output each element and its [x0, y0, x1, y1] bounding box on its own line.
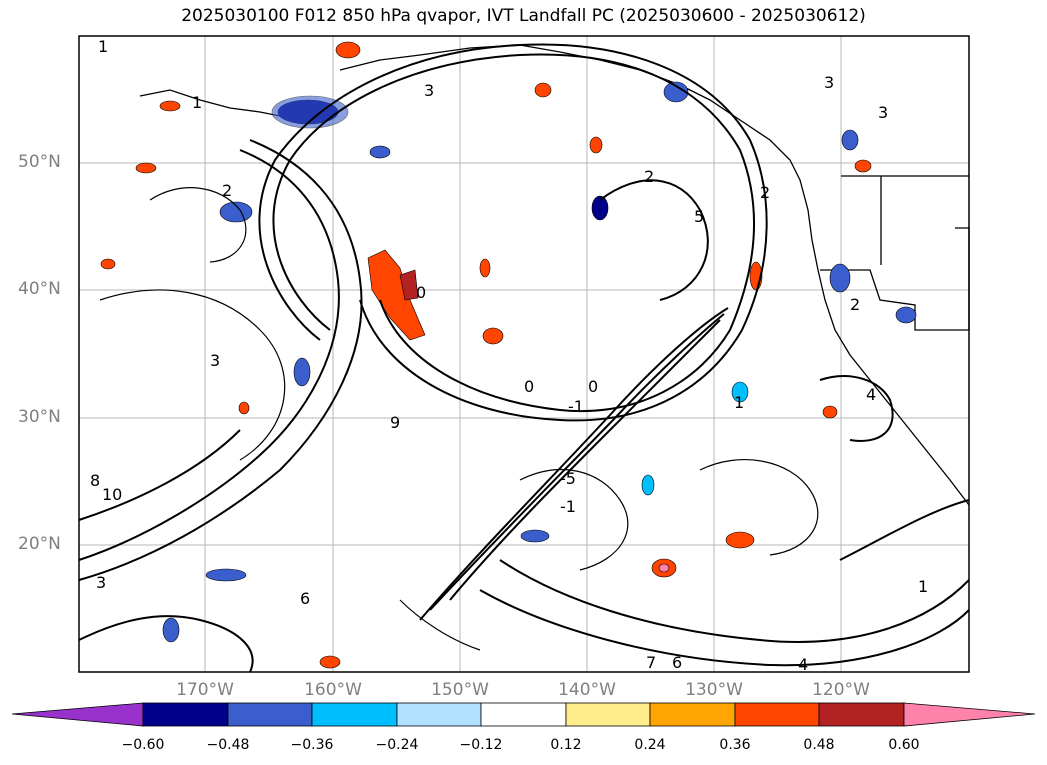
- contour-label: -1: [568, 397, 584, 416]
- lat-label: 50°N: [18, 152, 61, 172]
- colorbar-extend-high: [903, 702, 1036, 727]
- colorbar-tick-label: 0.12: [550, 737, 582, 753]
- colorbar-tick-label: 0.60: [888, 737, 920, 753]
- map-plot-area: 1 1 3 2 3 3 3 5 2 2 0 0 0 -1 9 -5 -1 1 8…: [78, 35, 970, 674]
- contour-label: -1: [560, 497, 576, 516]
- contour-label: 9: [390, 413, 400, 432]
- contour-label: 0: [588, 377, 598, 396]
- contour-label: 3: [96, 573, 106, 592]
- lon-label: 150°W: [431, 680, 489, 700]
- colorbar-tick-label: 0.24: [634, 737, 666, 753]
- colorbar-tick-label: 0.48: [803, 737, 835, 753]
- lat-label: 20°N: [18, 534, 61, 554]
- contour-label: 6: [672, 653, 682, 672]
- colorbar-tick-label: −0.12: [459, 737, 503, 753]
- contour-lines-thin: [99, 187, 819, 651]
- lon-label: 120°W: [812, 680, 870, 700]
- contour-label: 1: [98, 37, 108, 56]
- lon-label: 140°W: [558, 680, 616, 700]
- map-title: 2025030100 F012 850 hPa qvapor, IVT Land…: [181, 6, 866, 26]
- contour-lines: [78, 43, 970, 673]
- contour-label: 3: [878, 103, 888, 122]
- contour-label: 1: [192, 93, 202, 112]
- contour-label: 8: [90, 471, 100, 490]
- colorbar-tick-label: 0.36: [719, 737, 751, 753]
- contour-label: 2: [760, 183, 770, 202]
- colorbar-bin: [649, 702, 736, 727]
- colorbar-bin: [734, 702, 820, 727]
- colorbar-extend-low: [11, 702, 144, 727]
- lat-label: 40°N: [18, 279, 61, 299]
- contour-label: 6: [300, 589, 310, 608]
- lat-label: 30°N: [18, 407, 61, 427]
- contour-label: 3: [210, 351, 220, 370]
- colorbar-tick-label: −0.60: [121, 737, 165, 753]
- contour-label: 4: [866, 385, 876, 404]
- colorbar-tick-label: −0.36: [290, 737, 334, 753]
- colorbar-bin: [818, 702, 905, 727]
- colorbar-bin: [142, 702, 229, 727]
- contour-label: 2: [850, 295, 860, 314]
- lon-label: 170°W: [176, 680, 234, 700]
- colorbar-tick-label: −0.24: [375, 737, 419, 753]
- contour-label: 1: [918, 577, 928, 596]
- colorbar-bin: [565, 702, 651, 727]
- contour-label: 2: [644, 167, 654, 186]
- lon-label: 160°W: [304, 680, 362, 700]
- colorbar-tick-label: −0.48: [206, 737, 250, 753]
- colorbar-bin: [396, 702, 482, 727]
- contour-label: 10: [102, 485, 122, 504]
- gridlines: [79, 36, 969, 672]
- colorbar-bin: [311, 702, 398, 727]
- contour-label: 3: [824, 73, 834, 92]
- contour-label: 1: [734, 393, 744, 412]
- contour-label: -5: [560, 469, 576, 488]
- lon-label: 130°W: [685, 680, 743, 700]
- contour-label: 4: [798, 655, 808, 674]
- contour-labels: 1 1 3 2 3 3 3 5 2 2 0 0 0 -1 9 -5 -1 1 8…: [90, 37, 928, 674]
- contour-label: 2: [222, 181, 232, 200]
- colorbar-bin: [227, 702, 313, 727]
- contour-label: 0: [524, 377, 534, 396]
- contour-label: 3: [424, 81, 434, 100]
- colorbar: [11, 702, 1036, 727]
- positive-anomaly-shading: [100, 41, 872, 669]
- map-border: [78, 35, 970, 673]
- colorbar-bin: [480, 702, 567, 727]
- contour-label: 0: [416, 283, 426, 302]
- contour-label: 7: [646, 653, 656, 672]
- contour-label: 5: [694, 207, 704, 226]
